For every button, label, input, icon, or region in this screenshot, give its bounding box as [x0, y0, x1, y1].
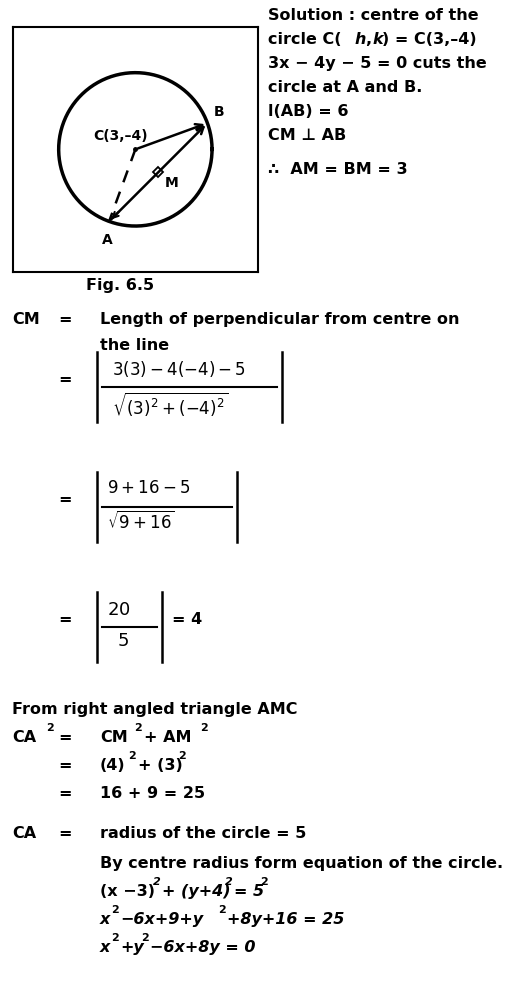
Text: ) = C(3,–4): ) = C(3,–4): [381, 32, 476, 47]
Text: 2: 2: [260, 877, 267, 887]
Text: k: k: [372, 32, 383, 47]
Text: 2: 2: [153, 877, 161, 887]
Text: 2: 2: [141, 933, 148, 943]
Text: 3x − 4y − 5 = 0 cuts the: 3x − 4y − 5 = 0 cuts the: [268, 56, 486, 71]
Text: Fig. 6.5: Fig. 6.5: [86, 278, 154, 293]
Text: From right angled triangle AMC: From right angled triangle AMC: [12, 702, 297, 717]
Text: =: =: [58, 492, 71, 506]
Text: h: h: [355, 32, 366, 47]
Text: CA: CA: [12, 826, 36, 841]
Text: 2: 2: [111, 933, 119, 943]
Text: 2: 2: [111, 905, 119, 915]
Text: (4): (4): [100, 758, 125, 773]
Text: +8y+16 = 25: +8y+16 = 25: [227, 912, 344, 927]
Text: $\sqrt{9+16}$: $\sqrt{9+16}$: [107, 511, 175, 533]
Text: By centre radius form equation of the circle.: By centre radius form equation of the ci…: [100, 856, 502, 871]
Text: 2: 2: [178, 751, 185, 761]
Text: 2: 2: [128, 751, 135, 761]
Text: CM ⊥ AB: CM ⊥ AB: [268, 128, 345, 143]
Text: = 5: = 5: [233, 884, 264, 899]
Text: 2: 2: [46, 723, 54, 733]
Text: Length of perpendicular from centre on: Length of perpendicular from centre on: [100, 312, 459, 327]
Text: =: =: [58, 826, 71, 841]
Text: + AM: + AM: [144, 730, 191, 745]
Text: l(AB) = 6: l(AB) = 6: [268, 104, 348, 119]
Text: + (3): + (3): [138, 758, 182, 773]
Text: +y: +y: [120, 940, 143, 955]
Text: $\sqrt{(3)^2+(-4)^2}$: $\sqrt{(3)^2+(-4)^2}$: [112, 391, 228, 420]
Text: =: =: [58, 730, 71, 745]
Text: CM: CM: [12, 312, 40, 327]
Text: $3(3)-4(-4)-5$: $3(3)-4(-4)-5$: [112, 359, 245, 379]
Text: 2: 2: [199, 723, 208, 733]
Text: circle at A and B.: circle at A and B.: [268, 80, 422, 95]
Text: + (y+4): + (y+4): [162, 884, 230, 899]
Text: B: B: [213, 105, 224, 119]
Text: ∴  AM = BM = 3: ∴ AM = BM = 3: [268, 162, 407, 177]
Text: CM: CM: [100, 730, 127, 745]
Text: x: x: [100, 912, 110, 927]
Text: −6x+9+y: −6x+9+y: [120, 912, 203, 927]
Text: C(3,–4): C(3,–4): [93, 129, 147, 143]
Text: the line: the line: [100, 338, 169, 353]
Text: 2: 2: [218, 905, 225, 915]
Text: =: =: [58, 372, 71, 387]
Text: M: M: [164, 176, 178, 190]
Text: ,: ,: [364, 32, 370, 47]
Text: $20$: $20$: [107, 601, 130, 619]
Text: =: =: [58, 312, 71, 327]
Text: CA: CA: [12, 730, 36, 745]
Text: =: =: [58, 758, 71, 773]
Text: circle C(: circle C(: [268, 32, 341, 47]
Text: x: x: [100, 940, 110, 955]
Text: = 4: = 4: [172, 611, 202, 626]
Text: Solution : centre of the: Solution : centre of the: [268, 8, 478, 23]
Text: radius of the circle = 5: radius of the circle = 5: [100, 826, 306, 841]
Text: 2: 2: [134, 723, 141, 733]
Text: −6x+8y = 0: −6x+8y = 0: [149, 940, 255, 955]
Text: =: =: [58, 611, 71, 626]
Text: A: A: [102, 233, 113, 247]
Text: (x −3): (x −3): [100, 884, 155, 899]
Text: $9+16-5$: $9+16-5$: [107, 479, 190, 497]
Text: 2: 2: [225, 877, 232, 887]
Text: 16 + 9 = 25: 16 + 9 = 25: [100, 786, 205, 801]
Text: $5$: $5$: [117, 632, 129, 650]
Text: =: =: [58, 786, 71, 801]
